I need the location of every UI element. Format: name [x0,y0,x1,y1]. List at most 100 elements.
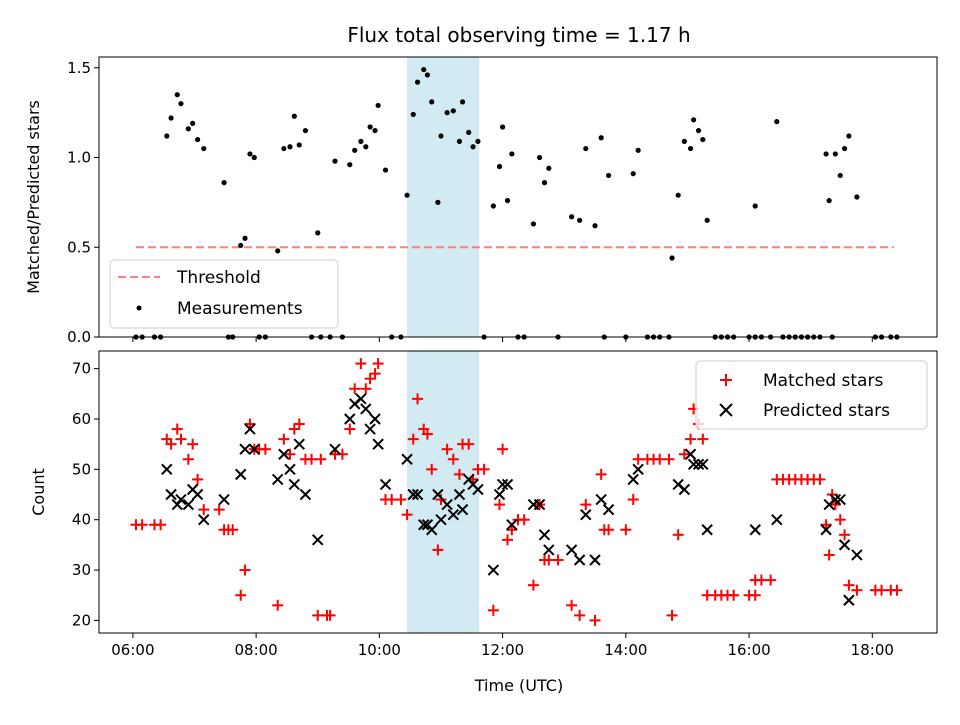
measurement-point [669,255,675,261]
predicted-star-point [533,498,546,511]
measurement-point [424,72,431,78]
top-axes-frame [98,56,938,338]
measurement-point [201,145,207,152]
matched-star-point [552,554,564,566]
measurement-point [247,151,253,157]
predicted-star-point [771,513,783,526]
predicted-star-point [501,478,514,491]
measurement-point [499,124,506,130]
x-axis-label: Time (UTC) [474,676,563,695]
matched-star-point [527,579,539,591]
measurement-point [352,147,358,153]
top-legend: Threshold Measurements [109,259,339,329]
matched-star-point [494,499,506,511]
top-x-ticks [132,337,873,342]
predicted-star-point [161,463,173,476]
predicted-star-point [418,519,430,531]
predicted-star-point [360,403,372,415]
measurement-point [630,171,636,177]
predicted-star-point [838,539,851,551]
measurement-point [438,133,444,139]
predicted-star-point [426,524,438,536]
measurement-point [832,151,838,157]
matched-star-point [395,494,407,506]
y-tick-label: 20 [72,611,91,629]
matched-star-point [239,564,251,576]
bottom-y-axis-label: Count [29,468,48,516]
measurement-point [404,192,410,198]
predicted-star-point [191,488,204,501]
measurement-points-layer [133,66,900,340]
bottom-axes-frame [98,350,938,634]
matched-star-point [312,609,324,621]
predicted-star-point [697,458,709,471]
predicted-star-point [692,458,705,471]
measurement-point [296,142,302,148]
matched-star-point [851,584,863,596]
y-tick-label: 40 [72,511,91,529]
y-tick-label: 1.0 [67,149,91,167]
matched-star-point [171,423,183,435]
measurement-point [675,192,681,198]
matched-star-point [364,373,376,385]
measurement-point [315,230,321,236]
measurement-point [291,113,297,119]
matched-star-point [447,453,459,465]
bottom-panel: 20 30 40 50 60 70 06:00 08:00 10:00 12:00 14:00 16… [29,350,938,695]
predicted-star-point [580,508,592,521]
matched-star-point [259,443,271,455]
matched-star-point [654,453,666,465]
predicted-star-point [487,564,500,576]
bottom-legend-box [695,360,928,430]
matched-star-point [441,443,453,455]
predicted-star-point [843,594,855,606]
matched-star-point [672,529,684,541]
matched-star-point [349,383,361,395]
measurement-point [687,145,694,152]
measurement-point [429,99,435,105]
measurement-point [774,119,780,125]
measurement-point [421,66,427,73]
matched-star-point [839,529,851,541]
predicted-star-point [244,423,256,435]
bottom-y-ticks: 20 30 40 50 60 70 [72,360,99,629]
measurement-point [583,145,589,152]
matched-star-point [697,433,709,445]
measurement-point [194,136,201,143]
matched-star-point [728,589,740,601]
predicted-star-point [284,463,296,476]
measurement-point [823,151,829,157]
measurement-point [470,144,476,150]
measurement-point [536,154,543,161]
matched-star-point [876,584,888,596]
matched-star-point [227,524,239,536]
x-tick-label: 14:00 [604,641,647,659]
matched-star-point [235,589,247,601]
predicted-star-point [372,438,384,450]
y-tick-label: 1.5 [67,59,91,77]
measurement-point [466,129,472,135]
matched-star-point [306,453,318,465]
matched-star-point [182,453,194,465]
matched-star-point [213,504,225,516]
measurement-point [837,172,843,179]
predicted-star-point [565,544,578,556]
legend-measurements-swatch [136,305,142,311]
predicted-star-point [198,513,210,526]
measurement-point [242,235,248,241]
matched-star-point [666,609,678,621]
matched-star-point [749,574,761,586]
matched-star-point [487,604,499,616]
predicted-star-point [364,423,376,435]
matched-star-point [288,423,300,435]
predicted-star-point [701,524,713,536]
predicted-star-point [456,503,469,516]
y-tick-label: 60 [72,410,91,428]
predicted-star-point [271,473,284,486]
measurement-point [846,133,852,139]
matched-star-point [344,423,356,435]
predicted-star-point [447,508,460,521]
measurement-point [221,180,227,186]
measurement-point [504,197,511,204]
